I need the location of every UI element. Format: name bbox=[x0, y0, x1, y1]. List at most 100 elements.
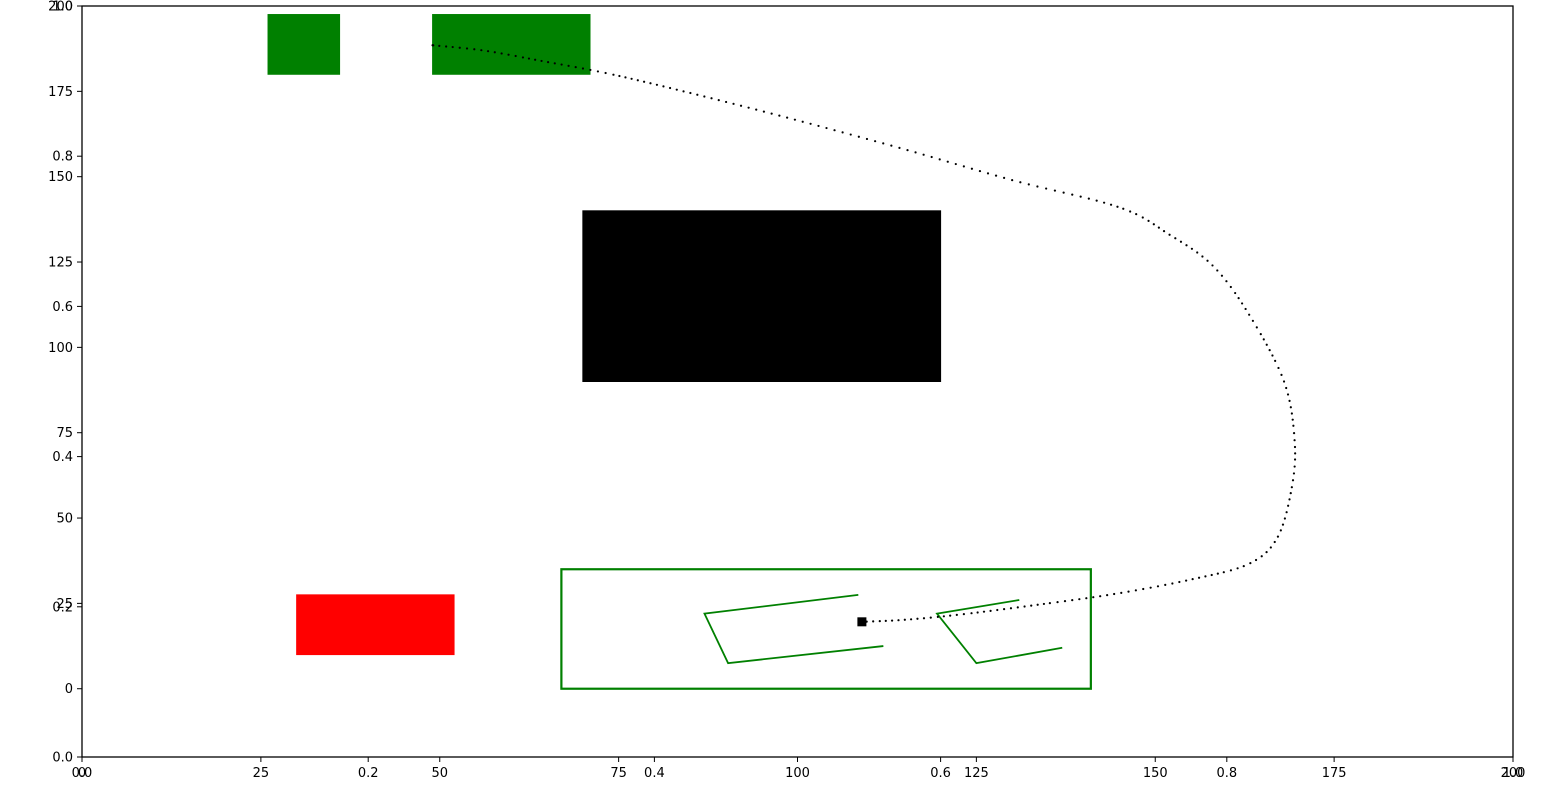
rect-green-block-left bbox=[267, 14, 341, 75]
trajectory-point bbox=[1036, 603, 1039, 606]
y-tick-label-secondary: 0.2 bbox=[52, 600, 73, 615]
trajectory-point bbox=[938, 158, 941, 161]
trajectory-point bbox=[451, 45, 454, 49]
trajectory-point bbox=[954, 162, 957, 166]
trajectory-point bbox=[527, 57, 531, 60]
trajectory-point bbox=[1185, 579, 1188, 582]
trajectory-point bbox=[1078, 598, 1081, 601]
trajectory-point bbox=[675, 88, 678, 91]
trajectory-point bbox=[500, 52, 503, 55]
trajectory-point bbox=[1178, 580, 1181, 584]
trajectory-point bbox=[1292, 431, 1296, 435]
trajectory-point bbox=[962, 165, 965, 168]
trajectory-point bbox=[739, 104, 743, 107]
trajectory-point bbox=[890, 144, 893, 147]
trajectory-point bbox=[1248, 313, 1251, 316]
trajectory-point bbox=[982, 610, 986, 613]
trajectory-point bbox=[1092, 596, 1095, 599]
trajectory-point bbox=[989, 609, 992, 612]
trajectory-point bbox=[534, 58, 537, 61]
shapes-layer bbox=[267, 14, 1092, 690]
trajectory-point bbox=[1190, 247, 1194, 250]
trajectory-point bbox=[922, 617, 926, 620]
trajectory-point bbox=[655, 83, 659, 86]
trajectory-point bbox=[1053, 189, 1057, 192]
trajectory-point bbox=[1164, 583, 1167, 586]
trajectory-point bbox=[1293, 458, 1297, 461]
trajectory-point bbox=[574, 66, 577, 69]
trajectory-point bbox=[473, 48, 476, 51]
trajectory-point bbox=[857, 135, 860, 138]
trajectory-point bbox=[770, 112, 773, 115]
trajectory-point bbox=[1103, 201, 1106, 204]
trajectory-point bbox=[1197, 576, 1201, 579]
trajectory-point bbox=[1249, 562, 1252, 565]
trajectory-point bbox=[1290, 412, 1293, 415]
trajectory-point bbox=[717, 99, 720, 102]
trajectory-point bbox=[1291, 418, 1294, 421]
trajectory-point bbox=[432, 44, 435, 47]
trajectory-point bbox=[1129, 210, 1132, 213]
trajectory-point bbox=[809, 122, 812, 125]
y-tick-label-secondary: 0.8 bbox=[52, 150, 73, 165]
x-tick-label: 50 bbox=[431, 766, 448, 781]
trajectory-point bbox=[465, 47, 469, 50]
trajectory-point bbox=[458, 46, 461, 49]
x-tick-label: 175 bbox=[1322, 766, 1347, 781]
trajectory-point bbox=[493, 51, 496, 54]
trajectory-layer bbox=[431, 44, 1297, 627]
trajectory-point bbox=[994, 174, 998, 177]
trajectory-point bbox=[1237, 297, 1240, 300]
trajectory-point bbox=[916, 617, 919, 620]
trajectory-point bbox=[906, 149, 909, 152]
trajectory-point bbox=[589, 68, 592, 72]
trajectory-point bbox=[1273, 540, 1276, 544]
trajectory-point bbox=[710, 97, 713, 100]
trajectory-point bbox=[865, 137, 869, 141]
trajectory-point bbox=[909, 618, 913, 621]
trajectory-point bbox=[1063, 600, 1067, 603]
trajectory-point bbox=[438, 44, 441, 47]
trajectory-point bbox=[1293, 439, 1296, 442]
trajectory-point bbox=[612, 73, 615, 76]
y-tick-label-secondary: 0.4 bbox=[52, 450, 73, 465]
rect-green-block-right bbox=[432, 14, 591, 75]
trajectory-point bbox=[1149, 586, 1152, 589]
trajectory-point bbox=[970, 167, 974, 170]
trajectory-point bbox=[1291, 479, 1295, 482]
trajectory-point bbox=[1280, 373, 1283, 376]
trajectory-point bbox=[596, 70, 600, 73]
trajectory-point bbox=[801, 120, 804, 123]
rect-parking-zone bbox=[560, 568, 1092, 690]
trajectory-point bbox=[1283, 517, 1286, 520]
trajectory-point bbox=[445, 45, 448, 48]
trajectory-point bbox=[1216, 572, 1219, 575]
y-tick-label: 25 bbox=[56, 597, 73, 612]
trajectory-point bbox=[1156, 585, 1160, 588]
trajectory-point bbox=[1162, 230, 1166, 233]
trajectory-point bbox=[1269, 546, 1272, 549]
rect-red-block bbox=[296, 594, 455, 656]
polyline-slot-right bbox=[935, 599, 1063, 665]
trajectory-point bbox=[1211, 264, 1214, 267]
trajectory-point bbox=[1285, 386, 1288, 390]
trajectory-point bbox=[1240, 302, 1244, 305]
trajectory-point bbox=[914, 151, 917, 154]
trajectory-point bbox=[1009, 607, 1013, 610]
x-tick-label: 200 bbox=[1501, 766, 1526, 781]
trajectory-point bbox=[1210, 573, 1213, 577]
trajectory-point bbox=[942, 615, 945, 618]
trajectory-point bbox=[1062, 191, 1065, 194]
trajectory-point bbox=[1113, 592, 1116, 596]
y-tick-label-secondary: 0.0 bbox=[52, 751, 73, 766]
trajectory-point bbox=[929, 616, 932, 619]
trajectory-point bbox=[1292, 424, 1295, 427]
trajectory-point bbox=[1157, 226, 1160, 229]
trajectory-point bbox=[878, 620, 881, 623]
trajectory-point bbox=[725, 100, 728, 104]
trajectory-point bbox=[732, 102, 735, 105]
trajectory-point bbox=[642, 80, 646, 83]
trajectory-point bbox=[1206, 259, 1209, 262]
trajectory-point bbox=[1135, 213, 1138, 216]
x-tick-label-secondary: 1.0 bbox=[1503, 766, 1524, 781]
